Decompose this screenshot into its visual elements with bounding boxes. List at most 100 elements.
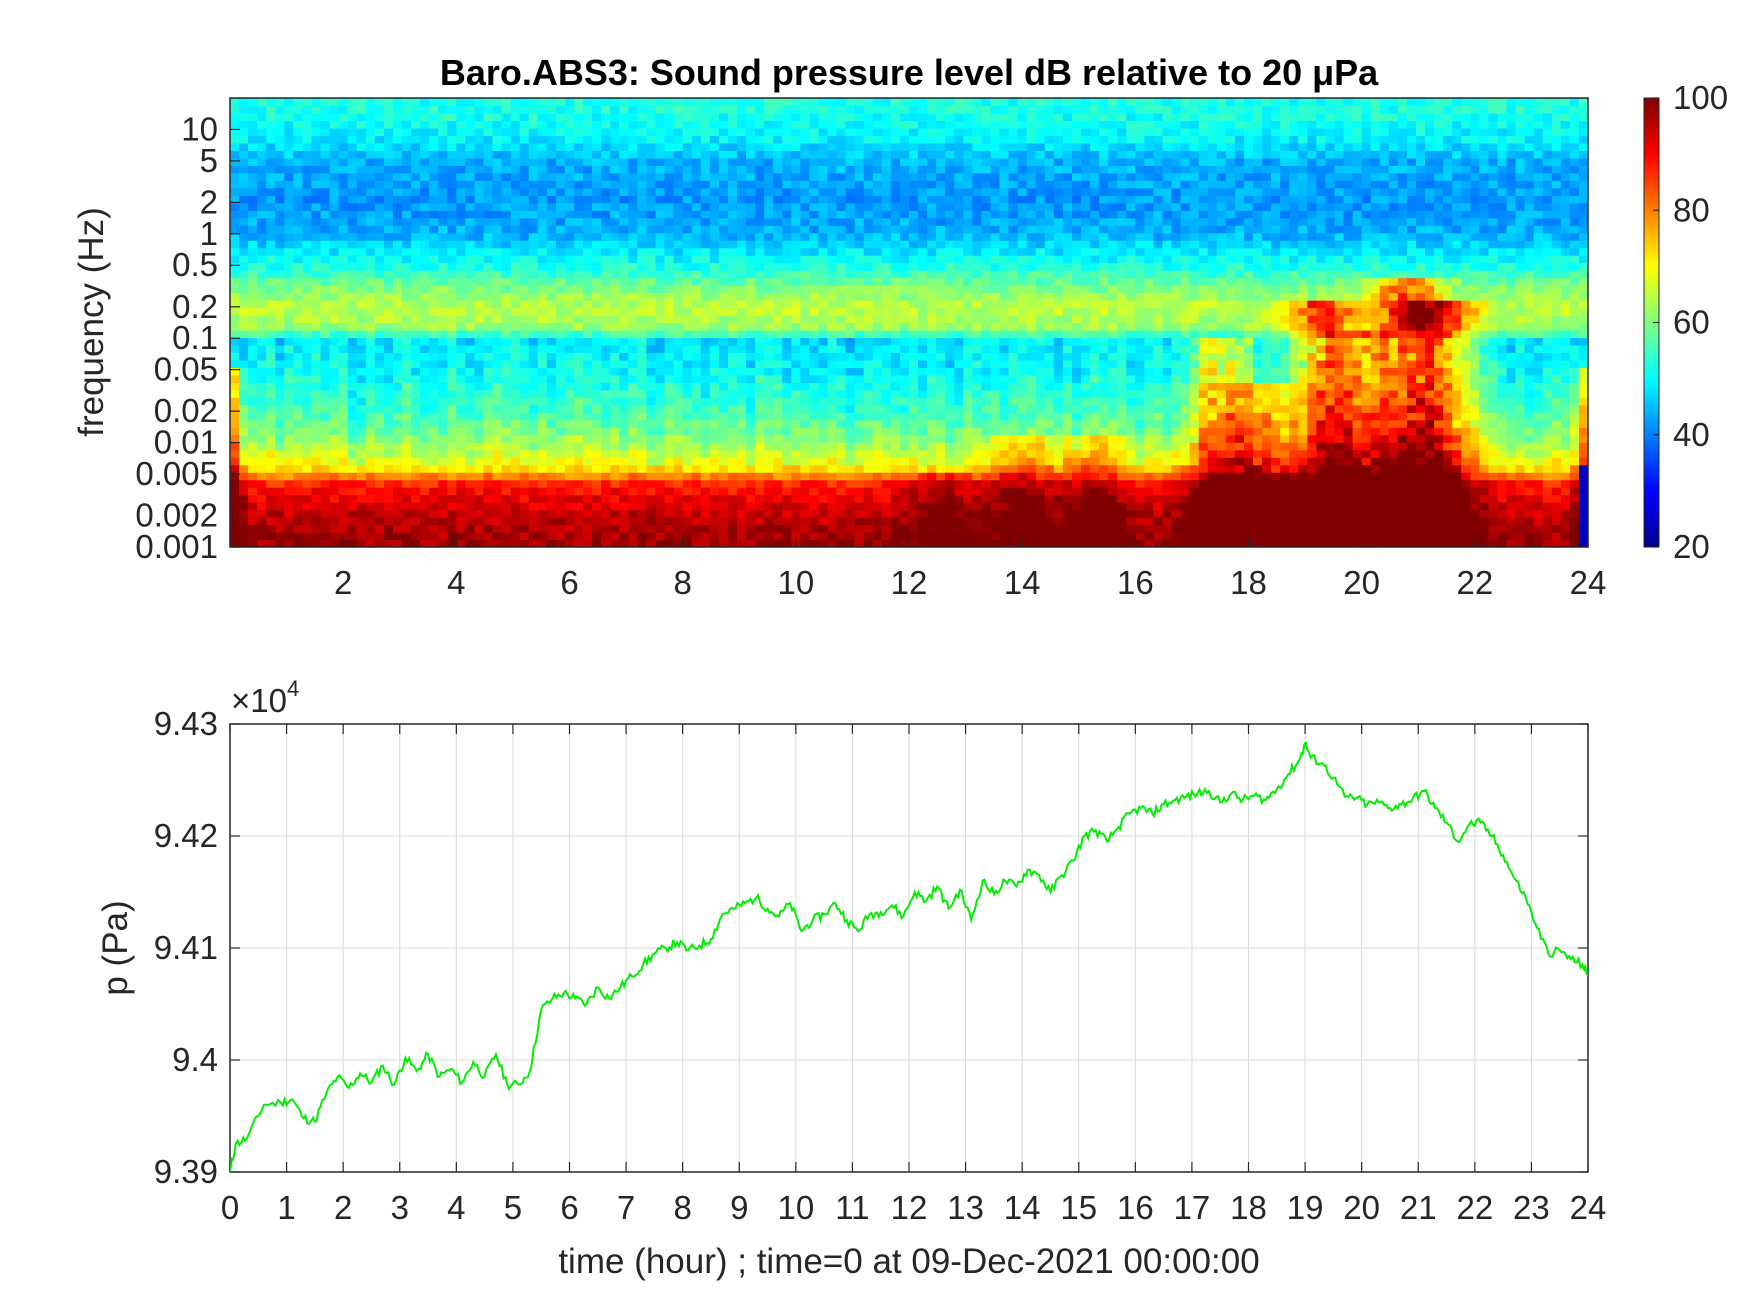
spectrogram-cell xyxy=(637,479,648,488)
spectrogram-cell xyxy=(637,187,648,196)
spectrogram-cell xyxy=(320,337,331,346)
spectrogram-cell xyxy=(845,532,856,541)
spectrogram-cell xyxy=(592,292,602,301)
spectrogram-cell xyxy=(709,374,720,383)
spectrogram-cell xyxy=(338,112,349,122)
spectrogram-cell xyxy=(420,412,430,421)
spectrogram-cell xyxy=(972,322,983,331)
spectrogram-cell xyxy=(583,210,593,219)
spectrogram-cell xyxy=(872,285,883,294)
spectrogram-cell xyxy=(411,307,421,316)
spectrogram-cell xyxy=(320,292,331,301)
spectrogram-cell xyxy=(854,442,865,451)
spectrogram-cell xyxy=(881,105,892,114)
spectrogram-cell xyxy=(411,202,421,211)
spectrogram-cell xyxy=(610,172,620,181)
spectrogram-cell xyxy=(619,494,629,503)
spectrogram-cell xyxy=(266,457,276,466)
spectrogram-cell xyxy=(736,277,747,286)
spectrogram-cell xyxy=(519,517,530,526)
spectrogram-cell xyxy=(972,509,983,518)
spectrogram-cell xyxy=(537,150,548,159)
spectrogram-cell xyxy=(863,464,874,473)
spectrogram-cell xyxy=(338,195,349,204)
spectrogram-cell xyxy=(709,457,720,466)
spectrogram-cell xyxy=(936,195,946,204)
spectrogram-cell xyxy=(583,217,593,226)
spectrogram-cell xyxy=(356,307,367,316)
spectrogram-cell xyxy=(374,329,385,339)
spectrogram-cell xyxy=(537,352,548,361)
spectrogram-cell xyxy=(963,329,973,339)
spectrogram-cell xyxy=(727,487,738,496)
spectrogram-cell xyxy=(492,359,503,368)
spectrogram-cell xyxy=(845,120,856,129)
spectrogram-cell xyxy=(691,382,702,391)
spectrogram-cell xyxy=(275,539,285,547)
spectrogram-cell xyxy=(836,434,847,443)
spectrogram-cell xyxy=(275,524,285,533)
spectrogram-cell xyxy=(429,135,439,144)
spectrogram-cell xyxy=(492,344,503,354)
spectrogram-cell xyxy=(836,329,847,339)
spectrogram-cell xyxy=(899,404,910,413)
spectrogram-cell xyxy=(320,247,331,256)
spectrogram-cell xyxy=(392,315,403,324)
spectrogram-cell xyxy=(628,270,638,279)
spectrogram-cell xyxy=(302,532,313,541)
spectrogram-cell xyxy=(827,479,838,488)
spectrogram-cell xyxy=(746,157,756,166)
spectrogram-cell xyxy=(501,285,512,294)
spectrogram-cell xyxy=(746,300,756,309)
spectrogram-cell xyxy=(972,292,983,301)
spectrogram-cell xyxy=(383,479,394,488)
spectrogram-cell xyxy=(420,532,430,541)
spectrogram-cell xyxy=(773,539,783,547)
spectrogram-cell xyxy=(791,135,801,144)
spectrogram-cell xyxy=(682,352,693,361)
spectrogram-cell xyxy=(872,232,883,241)
spectrogram-cell xyxy=(374,127,385,137)
spectrogram-cell xyxy=(818,240,829,249)
spectrogram-cell xyxy=(275,105,285,114)
spectrogram-cell xyxy=(845,292,856,301)
spectrogram-cell xyxy=(528,494,539,503)
spectrogram-cell xyxy=(248,539,258,547)
spectrogram-cell xyxy=(746,397,756,406)
spectrogram-cell xyxy=(845,202,856,211)
spectrogram-cell xyxy=(909,105,919,114)
spectrogram-cell xyxy=(845,127,856,137)
spectrogram-cell xyxy=(691,255,702,264)
spectrogram-cell xyxy=(329,367,340,376)
spectrogram-cell xyxy=(981,442,992,451)
spectrogram-cell xyxy=(329,352,340,361)
spectrogram-cell xyxy=(854,524,865,533)
spectrogram-cell xyxy=(664,120,675,129)
spectrogram-cell xyxy=(936,464,946,473)
spectrogram-cell xyxy=(592,157,602,166)
spectrogram-cell xyxy=(890,367,901,376)
spectrogram-cell xyxy=(836,165,847,174)
spectrogram-cell xyxy=(836,412,847,421)
spectrogram-cell xyxy=(646,374,657,383)
spectrogram-cell xyxy=(374,494,385,503)
spectrogram-cell xyxy=(610,404,620,413)
spectrogram-cell xyxy=(809,374,820,383)
spectrogram-cell xyxy=(230,210,240,219)
spectrogram-cell xyxy=(682,494,693,503)
spectrogram-cell xyxy=(438,165,448,174)
spectrogram-cell xyxy=(429,195,439,204)
spectrogram-cell xyxy=(936,247,946,256)
spectrogram-cell xyxy=(655,195,666,204)
spectrogram-cell xyxy=(655,389,666,398)
spectrogram-cell xyxy=(610,217,620,226)
spectrogram-cell xyxy=(248,187,258,196)
spectrogram-cell xyxy=(890,344,901,354)
spectrogram-cell xyxy=(773,180,783,189)
spectrogram-cell xyxy=(646,285,657,294)
spectrogram-cell xyxy=(275,157,285,166)
spectrogram-cell xyxy=(411,524,421,533)
spectrogram-cell xyxy=(673,120,684,129)
spectrogram-cell xyxy=(664,539,675,547)
spectrogram-cell xyxy=(347,300,358,309)
